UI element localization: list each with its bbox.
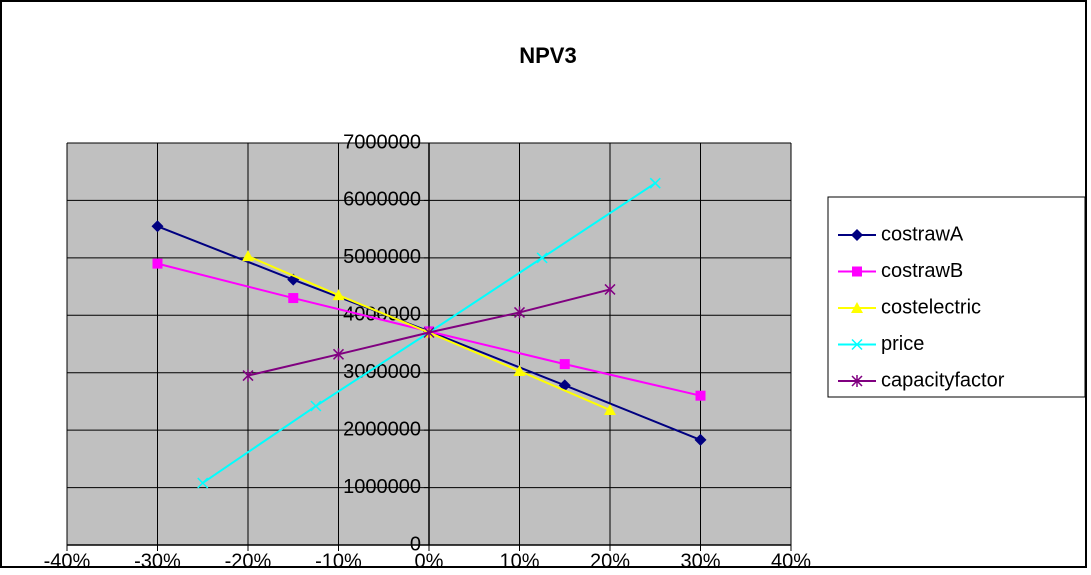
marker xyxy=(851,375,863,387)
marker xyxy=(513,364,526,376)
marker xyxy=(242,369,254,382)
marker xyxy=(152,258,163,269)
marker xyxy=(513,306,526,319)
x-tick-label: 40% xyxy=(771,550,811,570)
y-tick-label: 7000000 xyxy=(343,131,421,153)
y-tick-label: 3000000 xyxy=(343,361,421,383)
x-tick-label: -30% xyxy=(134,550,181,570)
marker xyxy=(536,252,548,264)
x-tick-label: 20% xyxy=(590,550,630,570)
legend xyxy=(827,196,1086,398)
x-tick-label: -40% xyxy=(44,550,91,570)
y-tick-label: 1000000 xyxy=(343,476,421,498)
marker xyxy=(310,400,322,412)
x-tick-label: 30% xyxy=(680,550,720,570)
y-tick-label: 5000000 xyxy=(343,246,421,268)
marker xyxy=(852,266,862,277)
marker xyxy=(197,477,209,489)
marker xyxy=(851,302,863,313)
legend-label: costrawB xyxy=(881,260,963,282)
x-tick-label: -10% xyxy=(315,550,362,570)
x-tick-label: -20% xyxy=(225,550,272,570)
x-tick-label: 10% xyxy=(499,550,539,570)
marker xyxy=(649,177,661,189)
marker xyxy=(604,404,616,416)
marker xyxy=(695,390,706,401)
marker xyxy=(694,433,707,446)
legend-label: costelectric xyxy=(881,296,981,318)
marker xyxy=(604,283,616,296)
legend-label: price xyxy=(881,333,924,355)
marker xyxy=(423,326,435,339)
marker xyxy=(288,293,299,304)
y-tick-label: 2000000 xyxy=(343,418,421,440)
legend-label: capacityfactor xyxy=(881,369,1005,391)
marker xyxy=(851,229,863,241)
marker xyxy=(151,220,164,233)
x-tick-label: 0% xyxy=(415,550,444,570)
y-tick-label: 6000000 xyxy=(343,189,421,211)
marker xyxy=(559,359,570,370)
marker xyxy=(332,289,345,301)
chart-title: NPV3 xyxy=(519,43,576,68)
marker xyxy=(242,250,254,262)
legend-label: costrawA xyxy=(881,223,964,245)
marker xyxy=(851,338,863,351)
marker xyxy=(332,348,345,361)
y-tick-label: 4000000 xyxy=(343,304,421,326)
